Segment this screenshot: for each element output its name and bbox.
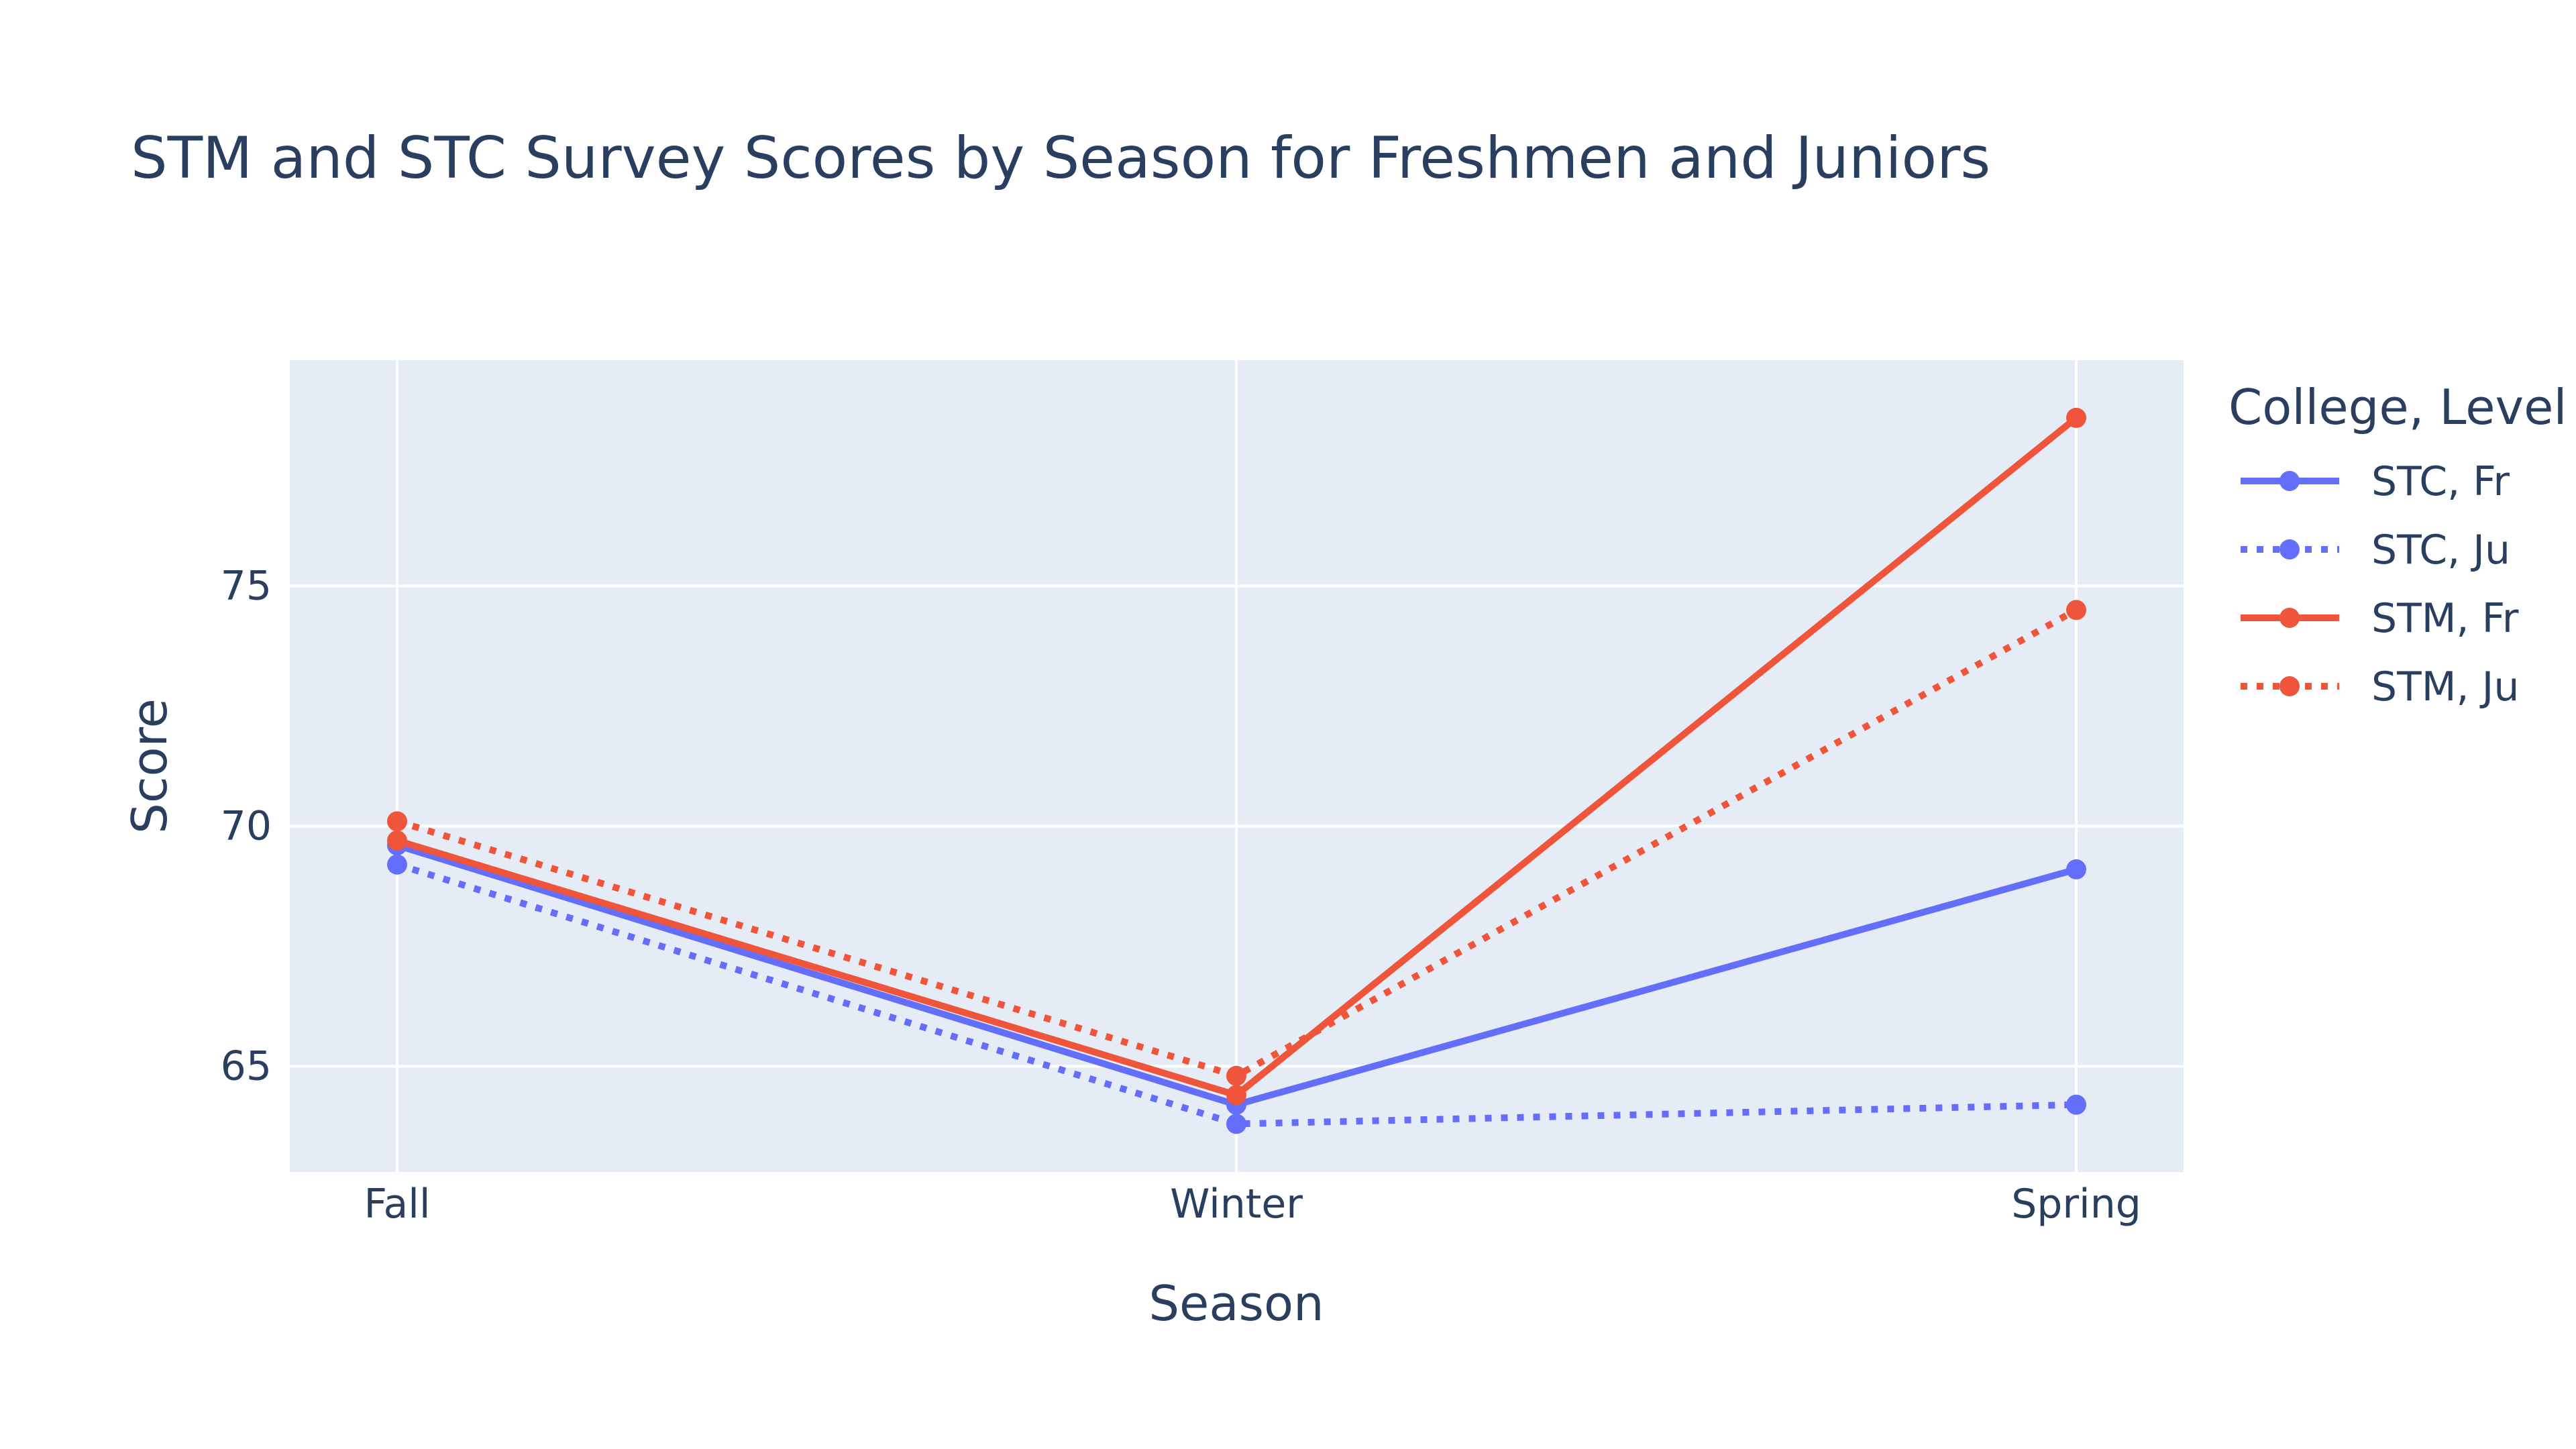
data-point [387,854,407,875]
legend-title: College, Level [2229,379,2567,435]
data-point [2066,600,2086,621]
legend-item-label: STM, Ju [2371,663,2519,710]
y-tick-label: 75 [221,563,272,610]
legend-swatch-marker [2279,471,2300,491]
legend-item-label: STC, Fr [2371,458,2510,505]
legend-swatch-marker [2279,608,2300,628]
series-line [396,861,2077,1128]
y-tick-label: 70 [221,802,272,849]
legend-item-label: STC, Ju [2371,527,2510,574]
data-point [2066,1094,2086,1115]
data-point [387,830,407,851]
legend-item-label: STM, Fr [2371,595,2519,642]
series-layer [387,407,2086,1134]
x-axis-title: Season [1148,1275,1324,1332]
legend: College, Level STC, Fr STC, Ju STM, Fr STM,… [2229,379,2567,710]
x-tick-label: Spring [2011,1181,2141,1228]
y-tick-label: 65 [221,1042,272,1089]
data-point [1226,1114,1246,1134]
data-point [2066,407,2086,428]
data-point [1226,1085,1246,1106]
axes: Fall Winter Spring 65 70 75 [221,563,2141,1228]
data-point [1226,1065,1246,1086]
chart-title: STM and STC Survey Scores by Season for … [131,125,1990,192]
data-point [387,811,407,832]
legend-swatch-marker [2279,539,2300,559]
y-axis-title: Score [121,698,178,834]
data-point [2066,859,2086,879]
legend-swatch-marker [2279,676,2300,696]
series-line [396,606,2078,1079]
x-tick-label: Fall [364,1181,430,1228]
x-tick-label: Winter [1170,1181,1303,1228]
